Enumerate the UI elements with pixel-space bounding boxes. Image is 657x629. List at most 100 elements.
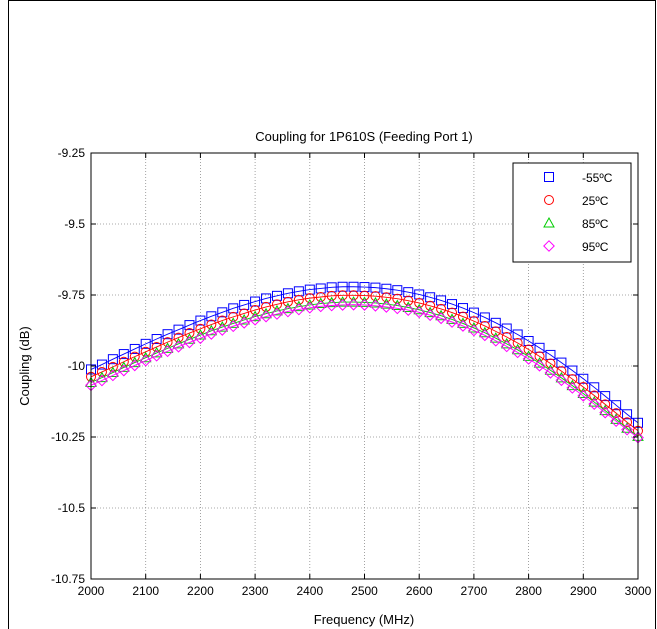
data-point xyxy=(106,369,119,382)
data-point xyxy=(96,359,107,370)
data-point xyxy=(129,351,140,362)
data-point xyxy=(173,324,184,335)
x-tick-label: 3000 xyxy=(625,584,652,598)
data-point xyxy=(577,389,590,402)
data-point xyxy=(599,406,612,419)
data-point xyxy=(600,391,611,402)
data-point xyxy=(227,320,240,333)
series-line xyxy=(90,286,639,424)
data-point xyxy=(622,409,633,420)
data-point xyxy=(446,316,458,328)
data-point xyxy=(183,333,196,344)
data-point xyxy=(500,340,513,353)
data-point xyxy=(162,329,173,340)
data-point xyxy=(391,302,404,315)
data-point xyxy=(217,307,228,318)
data-point xyxy=(303,301,316,314)
data-point xyxy=(194,332,207,345)
data-point xyxy=(588,398,601,410)
data-point xyxy=(567,374,578,385)
data-point xyxy=(118,349,129,360)
data-point xyxy=(195,315,206,326)
y-tick-label: -9.75 xyxy=(58,288,86,302)
x-tick-label: 2200 xyxy=(187,584,214,598)
data-point xyxy=(292,303,305,316)
y-tick-label: -10.75 xyxy=(51,572,85,586)
x-tick-label: 2800 xyxy=(515,584,542,598)
data-point xyxy=(336,299,349,311)
data-point xyxy=(533,359,546,372)
x-tick-label: 2700 xyxy=(461,584,488,598)
data-point xyxy=(140,346,151,357)
y-tick-label: -10.25 xyxy=(51,430,85,444)
data-point xyxy=(611,408,622,419)
data-point xyxy=(216,324,229,336)
x-tick-label: 2600 xyxy=(406,584,433,598)
legend-box xyxy=(512,162,632,263)
data-point xyxy=(238,316,251,329)
data-point xyxy=(96,374,108,387)
y-tick-label: -10 xyxy=(68,359,86,373)
data-point xyxy=(314,300,327,313)
data-point xyxy=(282,305,294,318)
data-point xyxy=(194,329,207,340)
data-point xyxy=(578,382,589,393)
data-point xyxy=(117,361,130,372)
legend-label: -55ºC xyxy=(582,171,613,185)
data-point xyxy=(184,320,195,331)
data-point xyxy=(107,361,118,372)
x-axis-label: Frequency (MHz) xyxy=(314,612,414,627)
legend-label: 85ºC xyxy=(582,217,609,231)
legend: -55ºC 25ºC 85ºC 95ºC xyxy=(512,162,632,263)
data-point xyxy=(489,334,502,347)
data-point xyxy=(128,359,141,372)
y-axis-label: Coupling (dB) xyxy=(17,326,32,406)
chart-title: Coupling for 1P610S (Feeding Port 1) xyxy=(255,129,473,144)
data-point xyxy=(325,299,338,312)
y-tick-label: -9.5 xyxy=(64,217,85,231)
legend-marker-triangle xyxy=(543,216,555,228)
series-diamond xyxy=(85,298,644,444)
data-point xyxy=(118,356,129,367)
data-point xyxy=(205,328,218,340)
data-point xyxy=(151,341,162,352)
data-point xyxy=(622,417,633,428)
axis-ticks: 2000 2100 2200 2300 2400 2500 2600 2700 2800 2900… xyxy=(51,146,652,598)
data-point xyxy=(151,334,162,345)
data-point xyxy=(621,423,633,436)
data-point xyxy=(380,301,393,313)
legend-label: 25ºC xyxy=(582,194,609,208)
data-point xyxy=(249,310,261,322)
series-layer xyxy=(85,281,644,444)
data-point xyxy=(358,299,371,311)
data-point xyxy=(249,313,262,326)
y-tick-label: -9.25 xyxy=(58,146,86,160)
data-point xyxy=(478,329,491,342)
data-point xyxy=(589,390,600,401)
data-point xyxy=(260,310,272,323)
series-line xyxy=(90,301,639,437)
data-point xyxy=(347,298,360,311)
data-point xyxy=(369,299,382,312)
data-point xyxy=(139,354,152,367)
legend-marker-circle xyxy=(544,195,554,205)
data-point xyxy=(435,312,447,325)
series-circle xyxy=(86,290,643,436)
x-tick-label: 2100 xyxy=(132,584,159,598)
data-point xyxy=(140,338,151,349)
x-tick-label: 2500 xyxy=(351,584,378,598)
data-point xyxy=(107,354,118,365)
legend-marker-square xyxy=(544,172,554,182)
data-point xyxy=(117,364,130,377)
data-point xyxy=(172,340,185,353)
data-point xyxy=(544,366,557,379)
data-point xyxy=(566,381,579,394)
data-point xyxy=(271,308,283,320)
data-point xyxy=(402,304,415,316)
data-point xyxy=(183,336,196,349)
data-point xyxy=(96,366,107,377)
data-point xyxy=(205,324,218,336)
x-tick-label: 2400 xyxy=(296,584,323,598)
data-point xyxy=(522,352,535,365)
